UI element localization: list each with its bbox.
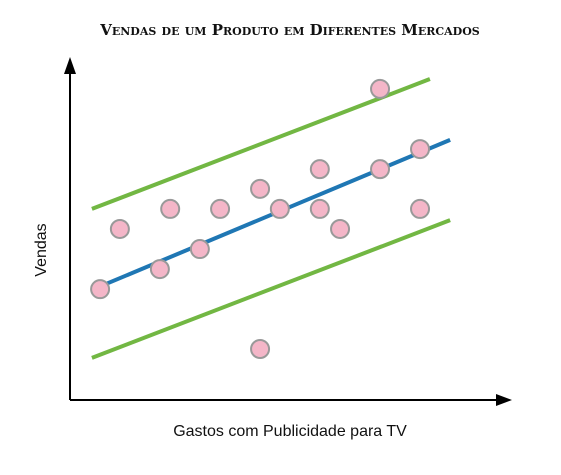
point <box>330 218 351 239</box>
trend-line <box>91 77 431 211</box>
point <box>189 239 210 260</box>
point <box>250 339 271 359</box>
point <box>309 198 330 219</box>
trend-line <box>91 218 451 360</box>
point <box>109 218 130 239</box>
point <box>370 159 391 180</box>
point <box>160 198 181 219</box>
y-axis-arrow <box>64 57 76 74</box>
point <box>269 198 290 219</box>
point <box>309 159 330 180</box>
point <box>410 139 431 160</box>
point <box>210 198 231 219</box>
point <box>250 178 271 199</box>
point <box>410 198 431 219</box>
chart-title: Vendas de um Produto em Diferentes Merca… <box>99 21 480 39</box>
point <box>149 259 170 280</box>
point <box>90 279 111 300</box>
x-axis-label: Gastos com Publicidade para TV <box>173 423 407 440</box>
trend-line <box>91 138 451 292</box>
x-axis-arrow <box>496 394 512 406</box>
point <box>370 78 391 99</box>
y-axis-label: Vendas <box>33 223 50 276</box>
